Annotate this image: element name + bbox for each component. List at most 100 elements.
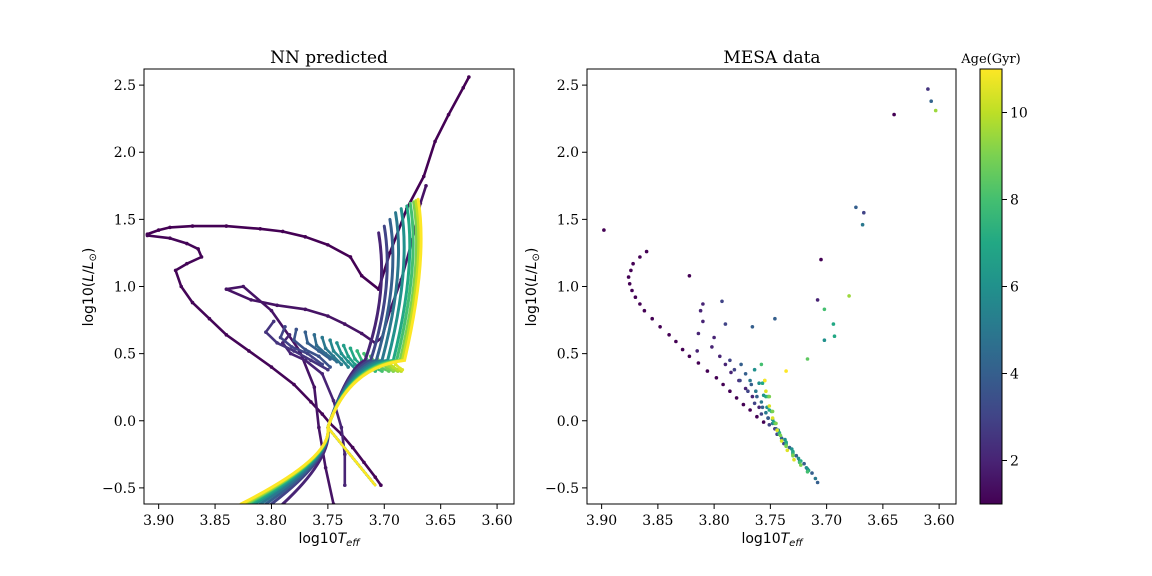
nn-track-point [331, 349, 336, 353]
nn-track-point [207, 316, 212, 321]
nn-track-point [264, 330, 268, 334]
mesa-point [729, 370, 733, 375]
right-x-tick-label: 3.65 [867, 513, 898, 529]
mesa-point [759, 362, 764, 367]
right-x-tick-label: 3.75 [755, 513, 786, 529]
left-x-tick-label: 3.75 [312, 513, 343, 529]
nn-track-point [342, 483, 347, 488]
mesa-point [779, 439, 784, 443]
nn-track-point [391, 365, 396, 369]
nn-track-point [339, 362, 344, 367]
nn-track-point [280, 229, 285, 234]
nn-track-point [168, 236, 172, 240]
colorbar-label: Age(Gyr) [960, 52, 1021, 67]
right-y-tick-label: 0.5 [557, 347, 579, 363]
mesa-point [738, 378, 742, 383]
nn-track-point [173, 268, 178, 273]
mesa-point [770, 409, 775, 414]
nn-track-point [190, 300, 195, 305]
nn-track-point [275, 341, 279, 345]
nn-track-point [446, 112, 451, 117]
mesa-point [721, 382, 725, 387]
mesa-point [714, 376, 719, 380]
right-x-tick-label: 3.90 [586, 513, 617, 529]
nn-track-point [269, 308, 274, 313]
nn-track-point [339, 351, 344, 356]
right-y-ticks: −0.5 0.0 0.5 1.0 1.5 2.0 2.5 [545, 78, 587, 497]
nn-track-point [346, 359, 350, 364]
nn-track-point [323, 351, 328, 356]
mesa-point [799, 463, 803, 467]
mesa-point [779, 436, 784, 441]
mesa-point [695, 349, 699, 353]
left-y-axis-label: log10(L/L⊙) [81, 248, 99, 327]
nn-track-point [346, 354, 350, 359]
nn-track-point [309, 400, 313, 404]
nn-track-point [309, 358, 313, 363]
nn-track-point [289, 345, 294, 349]
nn-track-point [156, 228, 161, 232]
mesa-point [629, 268, 633, 273]
nn-track [313, 333, 339, 363]
left-y-tick-label: 0.5 [114, 347, 136, 363]
panel-nn-predicted: NN predicted 3.90 3.85 3.80 3.75 3.70 3.65 3.6… [81, 48, 515, 549]
left-y-tick-label: 1.5 [114, 212, 136, 228]
left-y-tick-label: 2.5 [114, 78, 136, 94]
nn-track-point [362, 460, 366, 465]
mesa-point [770, 416, 775, 420]
right-x-tick-label: 3.70 [811, 513, 842, 529]
nn-track-point [320, 335, 325, 340]
mesa-point [759, 400, 764, 404]
nn-track-point [326, 367, 330, 372]
right-x-axis-label: log10Teff [741, 531, 804, 549]
mesa-point [805, 470, 810, 474]
mesa-point [741, 402, 746, 407]
left-x-axis-label: log10Teff [298, 531, 361, 549]
nn-track-point [312, 385, 317, 389]
mesa-point [723, 362, 728, 367]
mesa-point [766, 416, 770, 420]
mesa-point [822, 338, 827, 343]
mesa-point [720, 299, 724, 304]
colorbar-gradient [979, 68, 1003, 505]
nn-track-point [258, 226, 262, 231]
left-x-tick-label: 3.90 [143, 513, 174, 529]
mesa-point [791, 449, 795, 454]
left-y-tick-label: 0.0 [114, 414, 136, 430]
right-x-ticks: 3.90 3.85 3.80 3.75 3.70 3.65 3.60 [586, 504, 955, 529]
nn-track-point [424, 184, 428, 188]
nn-track-point [247, 349, 251, 353]
mesa-point [732, 367, 737, 372]
right-y-tick-label: 1.5 [557, 212, 579, 228]
nn-track-point [185, 261, 189, 266]
nn-track-point [314, 343, 319, 348]
mesa-point [847, 294, 851, 298]
left-y-tick-label: −0.5 [102, 481, 136, 497]
nn-track-point [400, 367, 405, 372]
nn-track-point [467, 75, 471, 79]
mesa-point [784, 440, 788, 445]
mesa-point [860, 222, 865, 227]
nn-track [335, 341, 357, 370]
nn-track-point [421, 174, 426, 179]
nn-track-point [224, 333, 229, 337]
mesa-point [631, 261, 635, 266]
mesa-point [892, 112, 896, 117]
nn-track-point [249, 298, 253, 302]
nn-track-point [353, 362, 357, 367]
mesa-point [674, 339, 678, 344]
left-x-ticks: 3.90 3.85 3.80 3.75 3.70 3.65 3.60 [143, 504, 513, 529]
mesa-point [929, 99, 933, 103]
mesa-point [778, 433, 783, 438]
right-y-axis-label: log10(L/L⊙) [524, 248, 542, 327]
mesa-point [757, 405, 761, 410]
nn-track-point [341, 343, 346, 348]
nn-track-point [303, 330, 308, 334]
mesa-point [774, 421, 778, 426]
nn-track-point [145, 233, 150, 238]
left-y-ticks: −0.5 0.0 0.5 1.0 1.5 2.0 2.5 [102, 78, 144, 497]
mesa-point [784, 444, 788, 449]
mesa-point [701, 302, 705, 306]
colorbar-tick-label: 6 [1010, 280, 1019, 296]
